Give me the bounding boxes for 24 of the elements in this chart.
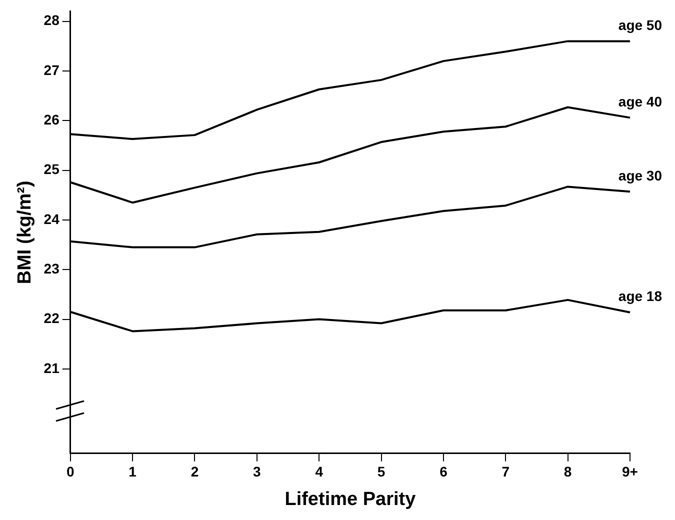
x-tick-label: 7 — [502, 464, 510, 480]
y-tick-label: 24 — [44, 210, 60, 227]
x-axis-title: Lifetime Parity — [284, 488, 416, 510]
x-tick-label: 3 — [253, 464, 262, 480]
y-tick-label: 25 — [44, 161, 60, 178]
series-label: age 18 — [618, 288, 662, 304]
series-label: age 30 — [618, 168, 662, 184]
x-tick-label: 9+ — [622, 464, 638, 480]
x-tick-label: 1 — [128, 464, 137, 480]
y-tick-label: 23 — [44, 260, 60, 277]
x-tick-label: 5 — [377, 464, 386, 480]
y-tick-label: 28 — [44, 12, 60, 28]
y-tick-label: 21 — [44, 360, 60, 376]
x-tick-label: 8 — [564, 464, 572, 480]
x-tick-label: 6 — [440, 464, 448, 480]
series-label: age 40 — [618, 94, 662, 110]
x-tick-label: 4 — [315, 464, 324, 480]
series-label: age 50 — [618, 17, 662, 34]
y-tick-label: 26 — [44, 112, 60, 128]
x-tick-label: 2 — [190, 464, 199, 480]
y-axis-title: BMI (kg/m²) — [14, 180, 36, 284]
x-tick-label: 0 — [66, 464, 74, 480]
y-tick-label: 22 — [44, 310, 60, 326]
y-tick-label: 27 — [44, 62, 60, 78]
